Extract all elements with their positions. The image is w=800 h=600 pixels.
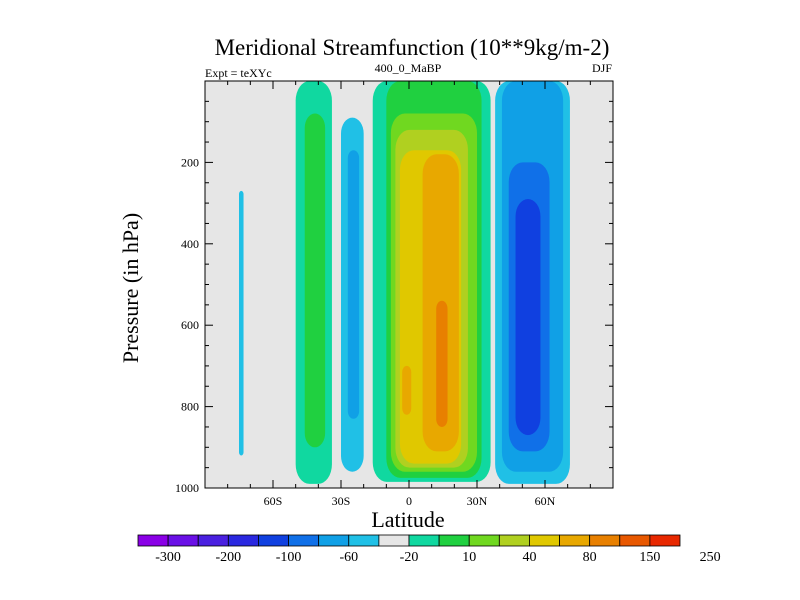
colorbar-label: -60 bbox=[339, 550, 358, 565]
colorbar-swatch bbox=[197, 534, 229, 547]
colorbar bbox=[137, 534, 681, 547]
x-tick-label: 60S bbox=[264, 494, 283, 508]
colorbar-label: 250 bbox=[700, 550, 721, 565]
colorbar-swatch bbox=[559, 534, 591, 547]
contour-region-17 bbox=[515, 199, 541, 436]
x-axis-label: Latitude bbox=[371, 507, 444, 532]
colorbar-labels: -300 -200 -100 -60 -20 10 40 80 150 250 bbox=[155, 550, 720, 565]
colorbar-swatch bbox=[438, 534, 470, 547]
y-tick-label: 600 bbox=[181, 318, 199, 332]
colorbar-swatch bbox=[258, 534, 289, 547]
colorbar-swatch bbox=[619, 534, 651, 547]
colorbar-label: -20 bbox=[400, 550, 419, 565]
colorbar-swatch bbox=[167, 534, 199, 547]
colorbar-swatch bbox=[408, 534, 440, 547]
colorbar-label: 40 bbox=[522, 550, 536, 565]
contour-region-5 bbox=[347, 150, 360, 419]
contour-region-12 bbox=[436, 300, 448, 427]
x-tick-label: 60N bbox=[535, 494, 556, 508]
y-tick-label: 1000 bbox=[175, 481, 199, 495]
contour-region-3 bbox=[304, 113, 326, 448]
colorbar-swatch bbox=[318, 534, 350, 547]
colorbar-label: -100 bbox=[276, 550, 302, 565]
colorbar-swatch bbox=[589, 534, 621, 547]
colorbar-swatch bbox=[137, 534, 169, 547]
contour-regions bbox=[239, 81, 570, 484]
colorbar-swatch bbox=[348, 534, 380, 547]
y-tick-label: 200 bbox=[181, 155, 199, 169]
contour-region-1 bbox=[239, 190, 244, 456]
contour-region-13 bbox=[402, 365, 412, 415]
y-axis-ticks: 200 400 600 800 1000 bbox=[175, 100, 613, 495]
x-tick-label: 30N bbox=[467, 494, 488, 508]
x-tick-label: 30S bbox=[332, 494, 351, 508]
chart-title: Meridional Streamfunction (10**9kg/m-2) bbox=[215, 35, 610, 60]
colorbar-swatch bbox=[468, 534, 500, 547]
plot-area: 60S 30S 0 30N 60N 200 400 600 800 1000 bbox=[175, 80, 614, 508]
colorbar-swatch bbox=[498, 534, 530, 547]
colorbar-swatch bbox=[649, 534, 681, 547]
y-tick-label: 400 bbox=[181, 237, 199, 251]
y-axis-label: Pressure (in hPa) bbox=[118, 213, 143, 363]
period-label: 400_0_MaBP bbox=[375, 61, 442, 75]
x-axis-ticks: 60S 30S 0 30N 60N bbox=[227, 81, 591, 508]
y-tick-label: 800 bbox=[181, 400, 199, 414]
colorbar-label: 10 bbox=[462, 550, 476, 565]
colorbar-label: 80 bbox=[583, 550, 597, 565]
colorbar-label: -200 bbox=[215, 550, 241, 565]
colorbar-swatch bbox=[378, 534, 410, 547]
colorbar-label: 150 bbox=[639, 550, 660, 565]
colorbar-label: -300 bbox=[155, 550, 181, 565]
season-label: DJF bbox=[592, 61, 612, 75]
colorbar-swatch bbox=[227, 534, 259, 547]
x-tick-label: 0 bbox=[406, 494, 412, 508]
colorbar-swatch bbox=[529, 534, 560, 547]
experiment-label: Expt = teXYc bbox=[205, 66, 272, 80]
colorbar-swatch bbox=[288, 534, 320, 547]
